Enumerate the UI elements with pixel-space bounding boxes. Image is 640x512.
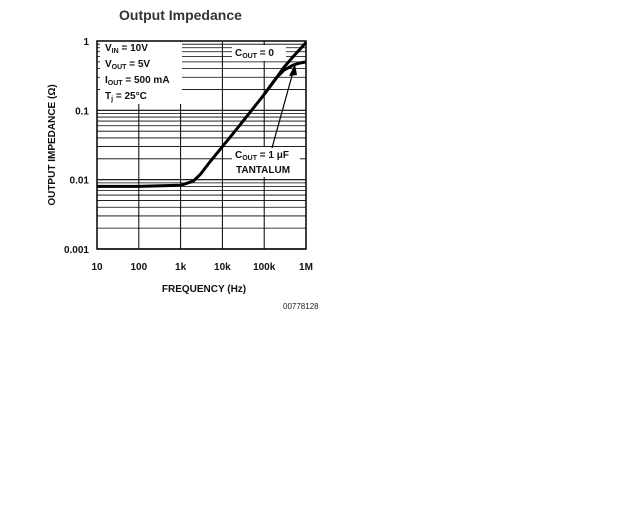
y-axis-label: OUTPUT IMPEDANCE (Ω) bbox=[47, 84, 58, 205]
y-tick-label: 0.001 bbox=[64, 245, 89, 256]
series-line-cout-1uf bbox=[262, 60, 307, 96]
condition-tj: Tj = 25°C bbox=[105, 91, 147, 103]
figure-id: 00778128 bbox=[283, 302, 319, 311]
condition-iout: IOUT = 500 mA bbox=[105, 75, 170, 87]
x-tick-label: 1k bbox=[175, 262, 187, 273]
annotation-arrow-head bbox=[289, 64, 297, 76]
annotation-arrow-line bbox=[271, 71, 294, 149]
label-bg-cout-0 bbox=[232, 45, 286, 61]
series-label-cout-1uf: COUT = 1 μF bbox=[235, 150, 289, 162]
x-tick-label: 10k bbox=[214, 262, 231, 273]
tick-labels: 10 100 1k 10k 100k 1M 1 0.1 0.01 0.001 bbox=[64, 37, 313, 273]
x-axis-label: FREQUENCY (Hz) bbox=[162, 284, 246, 295]
x-tick-label: 1M bbox=[299, 262, 313, 273]
condition-vout: VOUT = 5V bbox=[105, 59, 150, 71]
y-tick-label: 1 bbox=[83, 37, 89, 48]
y-tick-label: 0.01 bbox=[70, 176, 90, 187]
series-group bbox=[97, 41, 308, 188]
chart-title: Output Impedance bbox=[119, 7, 242, 23]
series-label-tantalum: TANTALUM bbox=[236, 165, 290, 176]
x-tick-label: 100k bbox=[253, 262, 276, 273]
series-label-cout-0: COUT = 0 bbox=[235, 48, 274, 60]
conditions-box bbox=[100, 42, 182, 104]
series-line-cout-0 bbox=[97, 41, 308, 188]
x-tick-label: 10 bbox=[91, 262, 103, 273]
label-bg-cout-1uf bbox=[232, 147, 300, 177]
plot-frame bbox=[96, 40, 307, 250]
y-tick-label: 0.1 bbox=[75, 106, 89, 117]
condition-vin: VIN = 10V bbox=[105, 43, 148, 55]
x-tick-label: 100 bbox=[130, 262, 147, 273]
